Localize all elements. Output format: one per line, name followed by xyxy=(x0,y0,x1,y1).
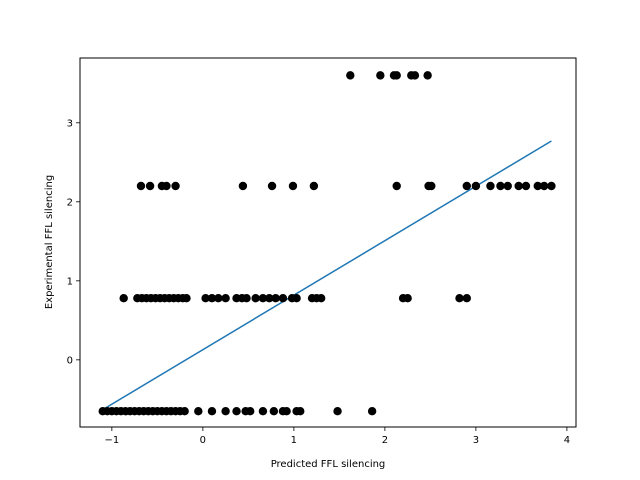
x-tick-label: 0 xyxy=(200,435,206,446)
data-point xyxy=(486,181,495,191)
data-point xyxy=(309,181,319,191)
data-point xyxy=(392,181,401,191)
data-point xyxy=(462,181,471,191)
data-point xyxy=(278,294,288,303)
x-tick-label: 4 xyxy=(564,435,570,446)
y-axis-label: Experimental FFL silencing xyxy=(44,175,55,309)
data-point xyxy=(333,406,342,416)
data-point xyxy=(427,181,436,191)
data-point xyxy=(403,294,412,303)
x-tick-label: 3 xyxy=(473,435,479,446)
data-point xyxy=(539,181,549,191)
data-point xyxy=(410,71,420,80)
data-point xyxy=(521,181,531,191)
data-point xyxy=(462,294,471,303)
x-tick-label: −1 xyxy=(104,435,119,446)
data-point xyxy=(238,181,248,191)
data-point xyxy=(258,294,268,303)
data-point xyxy=(207,406,217,416)
data-point xyxy=(119,294,128,303)
data-point xyxy=(145,181,155,191)
y-tick-label: 0 xyxy=(67,355,73,366)
data-point xyxy=(376,71,385,80)
data-point xyxy=(392,71,401,80)
data-point xyxy=(271,294,280,303)
data-point xyxy=(258,406,268,416)
plot-area xyxy=(98,71,556,416)
data-point xyxy=(503,181,512,191)
data-point xyxy=(533,181,542,191)
axes-frame xyxy=(79,57,577,428)
data-point xyxy=(346,71,355,80)
points-layer xyxy=(98,71,556,416)
data-point xyxy=(232,406,241,416)
data-point xyxy=(288,181,298,191)
x-axis-ticks: −1 0 1 2 3 4 xyxy=(104,427,570,446)
y-tick-label: 3 xyxy=(67,118,73,129)
data-point xyxy=(201,294,210,303)
x-axis-label: Predicted FFL silencing xyxy=(271,459,386,470)
data-point xyxy=(267,181,277,191)
y-axis-ticks: 0 1 2 3 xyxy=(67,118,80,366)
data-point xyxy=(282,406,291,416)
data-point xyxy=(136,181,146,191)
y-tick-label: 2 xyxy=(67,197,73,208)
data-point xyxy=(221,406,230,416)
data-point xyxy=(251,294,260,303)
data-point xyxy=(316,294,326,303)
data-point xyxy=(269,406,279,416)
data-point xyxy=(162,181,171,191)
data-point xyxy=(547,181,556,191)
data-point xyxy=(423,71,432,80)
data-point xyxy=(194,406,203,416)
data-point xyxy=(265,294,274,303)
data-point xyxy=(496,181,505,191)
data-point xyxy=(180,406,189,416)
x-tick-label: 2 xyxy=(382,435,388,446)
data-point xyxy=(214,294,223,303)
data-point xyxy=(182,294,191,303)
data-point xyxy=(242,294,251,303)
data-point xyxy=(171,181,180,191)
data-point xyxy=(367,406,377,416)
y-tick-label: 1 xyxy=(67,276,73,287)
data-point xyxy=(245,406,255,416)
data-point xyxy=(221,294,230,303)
data-point xyxy=(514,181,523,191)
data-point xyxy=(471,181,481,191)
x-tick-label: 1 xyxy=(291,435,297,446)
data-point xyxy=(207,294,217,303)
data-point xyxy=(455,294,464,303)
data-point xyxy=(292,294,301,303)
data-point xyxy=(296,406,305,416)
